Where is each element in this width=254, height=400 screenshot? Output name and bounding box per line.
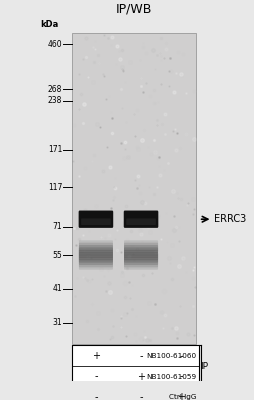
Text: 171: 171 (47, 145, 62, 154)
Text: 55: 55 (52, 250, 62, 260)
Bar (72, 387, 198, 400)
Bar (72, 33, 195, 344)
Text: -: - (179, 351, 182, 361)
FancyBboxPatch shape (78, 250, 113, 260)
Text: ERRC3: ERRC3 (213, 214, 246, 224)
FancyBboxPatch shape (123, 257, 157, 267)
Text: -: - (94, 372, 97, 382)
FancyBboxPatch shape (78, 240, 113, 251)
FancyBboxPatch shape (123, 254, 157, 265)
FancyBboxPatch shape (123, 250, 157, 260)
FancyBboxPatch shape (78, 252, 113, 263)
FancyBboxPatch shape (123, 210, 158, 228)
Text: -: - (179, 372, 182, 382)
Text: 460: 460 (47, 40, 62, 48)
Text: -: - (139, 351, 142, 361)
Text: 238: 238 (47, 96, 62, 105)
Text: 117: 117 (47, 183, 62, 192)
Text: NB100-61059: NB100-61059 (146, 374, 195, 380)
FancyBboxPatch shape (81, 218, 110, 225)
FancyBboxPatch shape (78, 247, 113, 258)
FancyBboxPatch shape (123, 240, 157, 251)
Text: IP: IP (199, 362, 207, 371)
FancyBboxPatch shape (78, 254, 113, 265)
Text: IP/WB: IP/WB (116, 3, 152, 16)
Text: -: - (94, 392, 97, 400)
Text: 41: 41 (52, 284, 62, 294)
FancyBboxPatch shape (78, 243, 113, 253)
FancyBboxPatch shape (123, 247, 157, 258)
FancyBboxPatch shape (78, 210, 113, 228)
Bar (72, 387, 198, 400)
FancyBboxPatch shape (78, 257, 113, 267)
Text: 31: 31 (52, 318, 62, 327)
Text: +: + (91, 351, 100, 361)
Text: kDa: kDa (40, 20, 58, 29)
Text: Ctrl IgG: Ctrl IgG (168, 394, 195, 400)
FancyBboxPatch shape (78, 259, 113, 270)
FancyBboxPatch shape (123, 259, 157, 270)
FancyBboxPatch shape (123, 252, 157, 263)
Bar (72, 346, 198, 366)
FancyBboxPatch shape (123, 245, 157, 256)
Text: +: + (177, 392, 184, 400)
FancyBboxPatch shape (123, 243, 157, 253)
Text: 71: 71 (52, 222, 62, 231)
Text: -: - (139, 392, 142, 400)
Text: +: + (136, 372, 145, 382)
Text: NB100-61060: NB100-61060 (146, 353, 195, 359)
FancyBboxPatch shape (126, 218, 155, 225)
Bar (72, 366, 198, 387)
Bar (72, 346, 198, 387)
FancyBboxPatch shape (78, 245, 113, 256)
Text: 268: 268 (47, 85, 62, 94)
